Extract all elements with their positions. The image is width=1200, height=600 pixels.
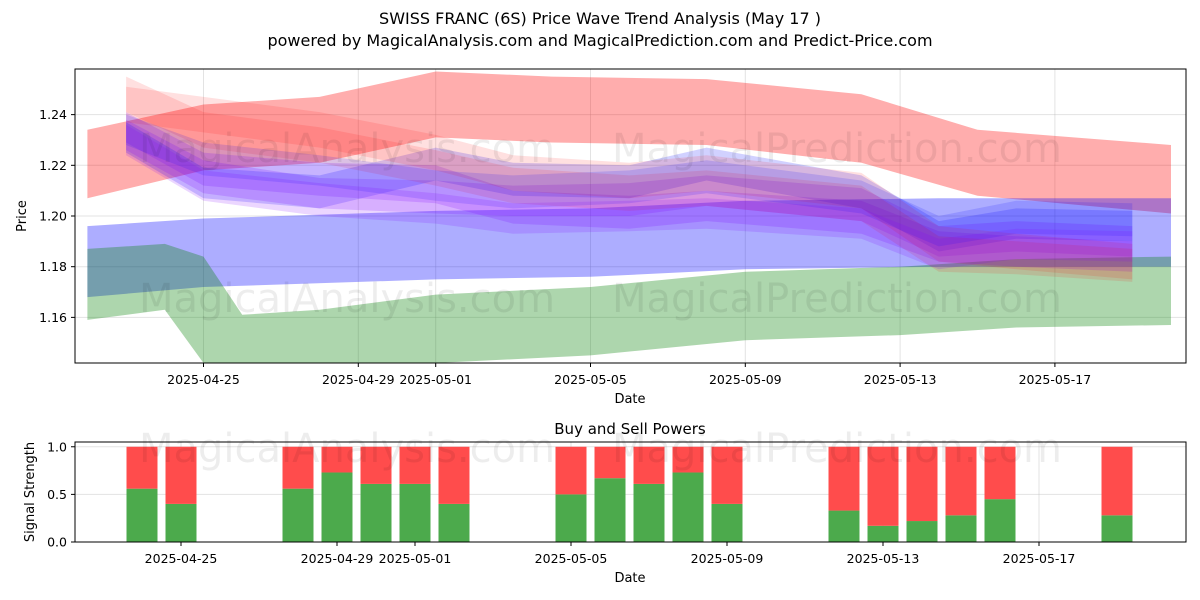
sell-bar <box>126 446 158 489</box>
sell-bar <box>360 446 392 484</box>
buy-bar <box>360 483 392 542</box>
sell-bar <box>633 446 665 484</box>
buy-sell-x-axis-label: Date <box>614 571 645 586</box>
price-x-tick-label: 2025-04-25 <box>167 372 240 387</box>
price-band-purple-9 <box>126 124 1133 270</box>
buy-sell-x-tick-label: 2025-05-17 <box>1003 551 1076 566</box>
buy-bar <box>984 499 1016 542</box>
price-band-blue-8 <box>126 114 1133 247</box>
price-y-tick-label: 1.22 <box>39 158 67 173</box>
buy-sell-x-tick-label: 2025-04-25 <box>145 551 218 566</box>
price-x-tick-label: 2025-05-09 <box>709 372 782 387</box>
buy-bar <box>399 483 431 542</box>
buy-sell-bars <box>126 446 1133 542</box>
price-watermarks: MagicalAnalysis.com MagicalPrediction.co… <box>139 126 1062 322</box>
sell-bar <box>1101 446 1133 516</box>
buy-bar <box>282 488 314 542</box>
buy-bar <box>711 503 743 542</box>
watermark-prediction-top: MagicalPrediction.com <box>612 126 1062 172</box>
price-y-tick-label: 1.20 <box>39 209 67 224</box>
sell-bar <box>906 446 938 522</box>
sell-bar <box>867 446 899 526</box>
buy-sell-y-tick-label: 1.0 <box>47 439 67 454</box>
buy-sell-y-tick-label: 0.5 <box>47 487 67 502</box>
sell-bar <box>594 446 626 479</box>
price-x-tick-label: 2025-04-29 <box>322 372 395 387</box>
buy-sell-y-axis: 0.0 0.5 1.0 <box>47 439 75 550</box>
price-x-axis-label: Date <box>614 392 645 407</box>
price-band-blue-1 <box>87 198 1171 298</box>
buy-bar <box>906 521 938 542</box>
buy-sell-watermarks: MagicalAnalysis.com MagicalPrediction.co… <box>139 426 1062 472</box>
sell-bar <box>828 446 860 511</box>
sell-bar <box>438 446 470 504</box>
buy-sell-title: Buy and Sell Powers <box>554 420 706 438</box>
price-y-tick-label: 1.16 <box>39 310 67 325</box>
price-y-axis-label: Price <box>15 200 30 232</box>
sell-bar <box>321 446 353 473</box>
buy-bar <box>165 503 197 542</box>
buy-bar <box>672 472 704 542</box>
price-band-purple-5 <box>126 119 1133 257</box>
buy-bar <box>1101 515 1133 542</box>
buy-sell-x-tick-label: 2025-05-09 <box>691 551 764 566</box>
price-plot-area <box>75 69 1186 363</box>
price-bands <box>87 71 1171 363</box>
watermark-analysis-top: MagicalAnalysis.com <box>139 126 555 172</box>
buy-bar <box>594 478 626 542</box>
buy-bar <box>633 483 665 542</box>
price-x-tick-label: 2025-05-05 <box>554 372 627 387</box>
price-band-blue-4 <box>126 122 1133 252</box>
buy-sell-y-axis-label: Signal Strength <box>23 442 38 542</box>
price-y-tick-label: 1.24 <box>39 107 67 122</box>
watermark-prediction-bottom: MagicalPrediction.com <box>612 426 1062 472</box>
sell-bar <box>555 446 587 495</box>
price-wave-panel: MagicalAnalysis.com MagicalPrediction.co… <box>15 68 1187 407</box>
buy-bar <box>321 472 353 542</box>
buy-sell-x-tick-label: 2025-04-29 <box>301 551 374 566</box>
buy-bar <box>555 494 587 542</box>
buy-sell-x-tick-label: 2025-05-13 <box>847 551 920 566</box>
sell-bar <box>165 446 197 504</box>
sell-bar <box>282 446 314 489</box>
price-x-tick-label: 2025-05-01 <box>399 372 472 387</box>
buy-bar <box>126 488 158 542</box>
price-band-green-2 <box>87 243 1171 363</box>
price-y-axis: 1.16 1.18 1.20 1.22 1.24 <box>39 107 75 325</box>
sell-bar <box>672 446 704 473</box>
price-band-red-7 <box>126 86 1133 280</box>
sell-bar <box>711 446 743 504</box>
buy-sell-plot-frame <box>74 441 1187 543</box>
buy-bar <box>438 503 470 542</box>
watermark-prediction-mid: MagicalPrediction.com <box>612 276 1062 322</box>
buy-sell-y-tick-label: 0.0 <box>47 535 67 550</box>
sell-bar <box>945 446 977 516</box>
price-gridlines <box>75 69 1186 363</box>
price-x-tick-label: 2025-05-13 <box>864 372 937 387</box>
buy-sell-x-axis: 2025-04-25 2025-04-29 2025-05-01 2025-05-05… <box>145 542 1076 566</box>
buy-bar <box>828 510 860 542</box>
buy-sell-panel: Buy and Sell Powers MagicalAnalysis.com … <box>23 420 1187 586</box>
buy-sell-x-tick-label: 2025-05-01 <box>379 551 452 566</box>
price-band-purple-3 <box>126 112 1133 272</box>
watermark-analysis-bottom: MagicalAnalysis.com <box>139 426 555 472</box>
price-x-tick-label: 2025-05-17 <box>1019 372 1092 387</box>
chart-subtitle: powered by MagicalAnalysis.com and Magic… <box>267 31 933 50</box>
price-y-tick-label: 1.18 <box>39 259 67 274</box>
price-band-red-6 <box>126 76 1133 282</box>
price-x-axis: 2025-04-25 2025-04-29 2025-05-01 2025-05-05… <box>167 363 1091 387</box>
buy-bar <box>867 525 899 542</box>
price-band-red-0 <box>87 71 1171 214</box>
chart-title: SWISS FRANC (6S) Price Wave Trend Analys… <box>379 9 821 28</box>
sell-bar <box>399 446 431 484</box>
sell-bar <box>984 446 1016 500</box>
watermark-analysis-mid: MagicalAnalysis.com <box>139 276 555 322</box>
buy-bar <box>945 515 977 542</box>
buy-sell-x-tick-label: 2025-05-05 <box>535 551 608 566</box>
